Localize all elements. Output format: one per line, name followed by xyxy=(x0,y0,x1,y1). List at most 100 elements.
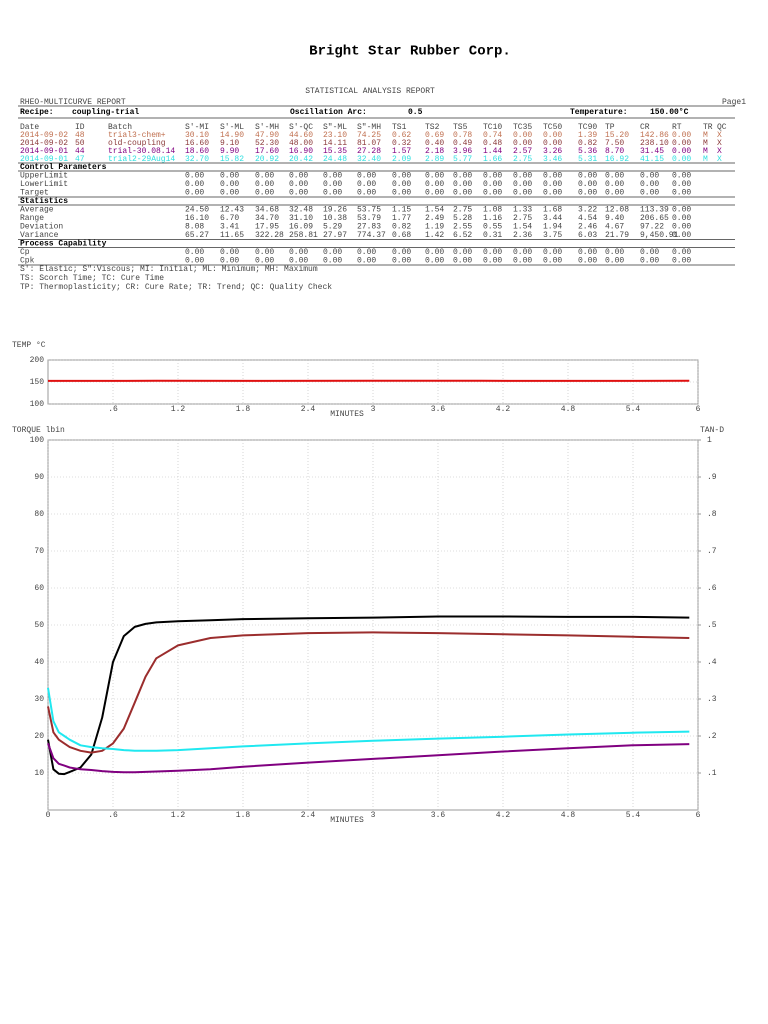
table-cell: 0.00 xyxy=(672,223,691,232)
table-cell: 0.00 xyxy=(392,257,411,266)
table-cell: 19.26 xyxy=(323,206,347,215)
table-cell: 50 xyxy=(75,139,85,148)
table-cell: 2014-09-01 xyxy=(20,147,68,156)
table-cell: 0.00 xyxy=(672,257,691,266)
table-cell: 5.36 xyxy=(578,147,597,156)
table-cell: 0.00 xyxy=(289,189,308,198)
row-label: UpperLimit xyxy=(20,172,68,181)
table-cell: 47.90 xyxy=(255,131,279,140)
table-cell: 14.11 xyxy=(323,139,347,148)
table-cell: 6.52 xyxy=(453,231,472,240)
table-cell: 3.22 xyxy=(578,206,597,215)
table-cell: X xyxy=(717,131,722,140)
table-cell: 0.00 xyxy=(672,172,691,181)
table-cell: 4.54 xyxy=(578,214,597,223)
y2-tick-label: .2 xyxy=(707,732,717,741)
table-cell: 1.77 xyxy=(392,214,411,223)
table-cell: 9.40 xyxy=(605,214,624,223)
table-cell: 15.35 xyxy=(323,147,347,156)
table-cell: 0.00 xyxy=(672,180,691,189)
y2-tick-label: .3 xyxy=(707,695,717,704)
table-cell: 2014-09-02 xyxy=(20,131,68,140)
x-tick-label: 1.2 xyxy=(171,405,186,414)
table-cell: 0.82 xyxy=(578,139,597,148)
table-cell: 0.00 xyxy=(392,180,411,189)
x-tick-label: 5.4 xyxy=(626,811,641,820)
column-header: TS2 xyxy=(425,123,440,132)
y-axis-label: TEMP °C xyxy=(12,341,46,350)
table-cell: 0.00 xyxy=(578,257,597,266)
table-cell: 0.00 xyxy=(513,248,532,257)
table-cell: 41.15 xyxy=(640,155,664,164)
temp-label: Temperature: xyxy=(570,108,628,117)
table-cell: 3.75 xyxy=(543,231,562,240)
x-tick-label: 5.4 xyxy=(626,405,641,414)
table-cell: 44 xyxy=(75,147,85,156)
arc-value: 0.5 xyxy=(408,108,423,117)
table-cell: 0.00 xyxy=(672,155,691,164)
table-cell: 0.00 xyxy=(605,189,624,198)
report-subtitle: RHEO-MULTICURVE REPORT xyxy=(20,98,126,107)
table-cell: 0.00 xyxy=(672,214,691,223)
table-cell: 6.03 xyxy=(578,231,597,240)
table-cell: 5.77 xyxy=(453,155,472,164)
table-cell: 0.74 xyxy=(483,131,502,140)
table-cell: 3.96 xyxy=(453,147,472,156)
table-cell: 258.81 xyxy=(289,231,318,240)
y2-tick-label: .7 xyxy=(707,547,717,556)
table-cell: 0.00 xyxy=(255,180,274,189)
x-tick-label: 3.6 xyxy=(431,811,446,820)
table-cell: 0.00 xyxy=(289,248,308,257)
table-cell: trial3-chem+ xyxy=(108,131,166,140)
footnote: TS: Scorch Time; TC: Cure Time xyxy=(20,274,164,283)
table-cell: 0.00 xyxy=(483,257,502,266)
column-header: TC35 xyxy=(513,123,532,132)
x-tick-label: 2.4 xyxy=(301,405,316,414)
table-cell: 0.00 xyxy=(453,180,472,189)
y-tick-label: 60 xyxy=(34,584,44,593)
table-cell: 0.00 xyxy=(543,180,562,189)
table-cell: 0.00 xyxy=(672,248,691,257)
table-cell: 0.78 xyxy=(453,131,472,140)
table-cell: 0.00 xyxy=(672,231,691,240)
table-cell: 0.00 xyxy=(323,257,342,266)
page-number: Page1 xyxy=(722,98,746,107)
x-tick-label: 3.6 xyxy=(431,405,446,414)
recipe-label: Recipe: xyxy=(20,108,54,117)
table-cell: X xyxy=(717,139,722,148)
x-axis-label: MINUTES xyxy=(330,816,364,825)
table-cell: 23.10 xyxy=(323,131,347,140)
table-cell: M xyxy=(703,147,708,156)
table-cell: 24.50 xyxy=(185,206,209,215)
table-cell: 2.09 xyxy=(392,155,411,164)
x-tick-label: 1.8 xyxy=(236,811,251,820)
column-header: S'-MH xyxy=(255,123,279,132)
x-tick-label: .6 xyxy=(108,405,118,414)
y-axis-label: TORQUE lbin xyxy=(12,426,65,435)
x-tick-label: 1.2 xyxy=(171,811,186,820)
table-cell: 16.90 xyxy=(289,147,313,156)
table-cell: 32.70 xyxy=(185,155,209,164)
section-title: Statistics xyxy=(20,197,68,206)
row-label: LowerLimit xyxy=(20,180,68,189)
table-cell: 4.67 xyxy=(605,223,624,232)
table-cell: 0.00 xyxy=(289,180,308,189)
y2-tick-label: 1 xyxy=(707,436,712,445)
table-cell: trial2-29Aug14 xyxy=(108,155,175,164)
table-cell: 0.00 xyxy=(357,189,376,198)
footnote: S': Elastic; S":Viscous; MI: Initial; ML… xyxy=(20,265,318,274)
table-cell: 8.08 xyxy=(185,223,204,232)
table-cell: 1.57 xyxy=(392,147,411,156)
table-cell: 0.00 xyxy=(672,139,691,148)
table-cell: 0.00 xyxy=(483,180,502,189)
column-header: RT xyxy=(672,123,682,132)
table-cell: 15.20 xyxy=(605,131,629,140)
y-tick-label: 150 xyxy=(30,378,45,387)
section-title: Control Parameters xyxy=(20,163,107,172)
table-cell: 47 xyxy=(75,155,85,164)
table-cell: 0.00 xyxy=(425,248,444,257)
table-cell: 0.00 xyxy=(453,172,472,181)
column-header: TR xyxy=(703,123,713,132)
table-cell: 2.89 xyxy=(425,155,444,164)
column-header: S'-QC xyxy=(289,123,313,132)
